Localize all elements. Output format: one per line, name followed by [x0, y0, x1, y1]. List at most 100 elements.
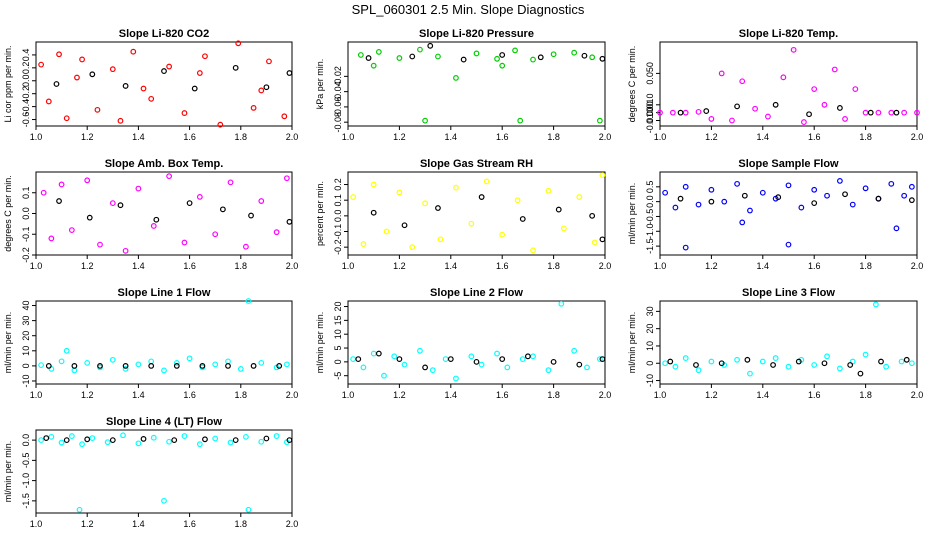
x-tick-label: 1.8: [547, 390, 560, 400]
data-point: [84, 436, 91, 443]
data-point: [286, 218, 293, 225]
data-point: [747, 370, 753, 377]
y-tick-label: 0.2: [21, 62, 31, 75]
data-point: [365, 55, 372, 61]
data-point: [499, 62, 506, 69]
data-point: [596, 117, 603, 124]
data-point: [576, 194, 583, 200]
data-point: [245, 298, 252, 304]
data-point: [117, 117, 124, 124]
x-tick-label: 1.2: [705, 132, 718, 142]
panel-title: Slope Li-820 CO2: [119, 28, 209, 40]
x-tick-label: 2.0: [911, 261, 924, 271]
x-tick-label: 1.6: [808, 132, 821, 142]
x-tick-label: 2.0: [599, 390, 612, 400]
data-point: [550, 51, 557, 58]
y-axis-label: ml/min per min.: [3, 312, 13, 374]
data-point: [842, 116, 848, 122]
data-point: [435, 53, 441, 60]
y-tick-label: 30: [645, 306, 655, 316]
data-point: [370, 62, 377, 69]
x-tick-label: 1.2: [81, 519, 94, 529]
x-tick-label: 1.0: [654, 261, 667, 271]
data-point: [56, 51, 62, 58]
data-point: [58, 181, 65, 188]
data-point: [555, 206, 562, 213]
data-point: [752, 105, 758, 112]
x-tick-label: 1.2: [393, 132, 406, 142]
data-point: [453, 184, 459, 191]
data-point: [135, 361, 142, 368]
x-tick-label: 2.0: [286, 519, 299, 529]
y-tick-label: 0.000: [645, 101, 655, 124]
data-point: [849, 201, 856, 208]
data-point: [181, 433, 188, 439]
y-tick-label: -10: [21, 374, 31, 387]
data-point: [258, 359, 265, 366]
data-point: [235, 40, 242, 47]
series-1: [38, 298, 290, 374]
y-axis-label: degrees C per min.: [3, 175, 13, 252]
x-tick-label: 1.6: [496, 132, 509, 142]
data-point: [798, 204, 805, 211]
y-axis-label: degrees C per min.: [627, 46, 637, 123]
data-point: [63, 347, 70, 354]
x-tick-label: 1.6: [496, 390, 509, 400]
data-point: [695, 367, 702, 374]
data-point: [273, 229, 280, 236]
panel-6: Slope Sample Flow ml/min per min. 1.0 1.2 1.…: [627, 158, 923, 271]
data-point: [589, 54, 596, 61]
x-tick-label: 1.4: [757, 261, 770, 271]
data-point: [599, 356, 606, 363]
x-tick-label: 2.0: [286, 132, 299, 142]
y-tick-label: 10: [333, 329, 343, 339]
data-point: [281, 113, 288, 120]
data-point: [589, 212, 596, 219]
y-axis-label: kPa per min.: [315, 59, 325, 110]
x-tick-label: 1.6: [183, 132, 196, 142]
y-tick-label: -0.02: [333, 66, 343, 87]
x-tick-label: 1.8: [859, 390, 872, 400]
data-point: [409, 53, 416, 60]
x-tick-label: 2.0: [911, 390, 924, 400]
data-point: [599, 172, 606, 179]
data-point: [202, 436, 208, 443]
data-point: [695, 108, 702, 115]
data-point: [135, 185, 142, 192]
panel-title: Slope Gas Stream RH: [420, 158, 533, 170]
data-point: [708, 198, 715, 205]
panel-title: Slope Li-820 Pressure: [419, 28, 534, 40]
data-point: [120, 432, 126, 439]
data-point: [396, 55, 403, 61]
series-1: [662, 301, 915, 377]
x-tick-label: 1.4: [445, 390, 458, 400]
data-point: [360, 241, 367, 247]
series-2: [677, 101, 900, 118]
data-point: [759, 189, 766, 196]
y-tick-label: -0.06: [333, 97, 343, 118]
data-point: [847, 362, 854, 368]
data-point: [243, 433, 249, 440]
y-tick-label: -1.0: [645, 224, 655, 240]
series-1: [657, 46, 920, 125]
data-point: [258, 198, 265, 204]
data-point: [237, 366, 244, 372]
data-point: [86, 214, 93, 221]
plot-frame: [347, 41, 606, 127]
data-point: [765, 113, 771, 120]
x-tick-label: 1.8: [859, 132, 872, 142]
data-point: [191, 85, 198, 92]
data-point: [558, 300, 565, 307]
data-point: [837, 365, 843, 372]
data-point: [545, 367, 552, 374]
data-point: [914, 109, 920, 116]
data-point: [517, 117, 524, 124]
data-point: [225, 358, 231, 365]
data-point: [453, 375, 459, 382]
data-point: [84, 177, 91, 184]
data-point: [785, 241, 792, 248]
data-point: [48, 366, 55, 372]
data-point: [225, 362, 231, 369]
data-point: [391, 353, 398, 360]
